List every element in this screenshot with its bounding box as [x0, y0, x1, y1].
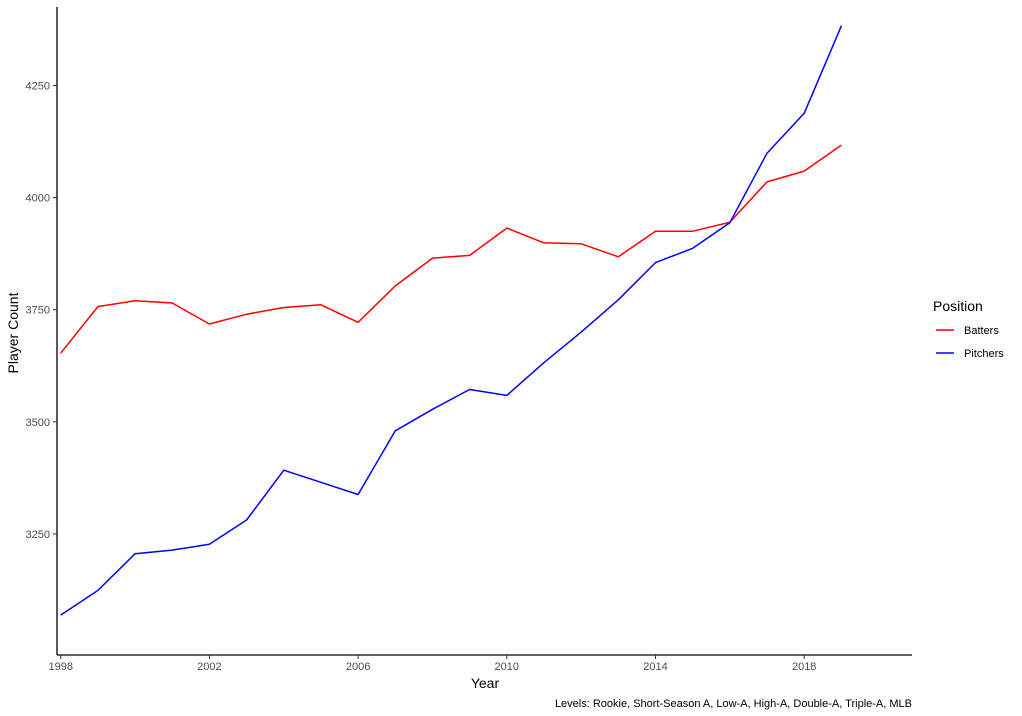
y-tick-label: 4250 — [26, 80, 50, 92]
axes: 1998 2002 2006 2010 2014 2018 3250 3500 3750 400… — [26, 7, 912, 673]
x-tick-label: 1998 — [48, 661, 72, 673]
chart-caption: Levels: Rookie, Short-Season A, Low-A, H… — [555, 698, 912, 710]
series-line-batters — [60, 144, 842, 354]
plot-area — [60, 25, 843, 616]
y-tick-label: 4000 — [26, 193, 50, 205]
x-tick-label: 2010 — [495, 661, 519, 673]
x-tick-label: 2006 — [346, 661, 370, 673]
y-tick-label: 3500 — [26, 417, 50, 429]
y-axis-ticks: 3250 3500 3750 4000 4250 — [26, 80, 57, 541]
x-axis-title: Year — [471, 675, 500, 691]
x-tick-label: 2018 — [792, 661, 816, 673]
series-line-pitchers — [60, 25, 843, 616]
legend-label-batters: Batters — [964, 325, 999, 337]
x-axis-ticks: 1998 2002 2006 2010 2014 2018 — [48, 655, 816, 673]
legend-label-pitchers: Pitchers — [964, 348, 1004, 360]
y-axis-title: Player Count — [5, 292, 21, 373]
legend: Position Batters Pitchers — [933, 298, 1004, 360]
legend-title: Position — [933, 298, 983, 314]
y-tick-label: 3750 — [26, 305, 50, 317]
x-tick-label: 2014 — [643, 661, 667, 673]
y-tick-label: 3250 — [26, 529, 50, 541]
x-tick-label: 2002 — [197, 661, 221, 673]
